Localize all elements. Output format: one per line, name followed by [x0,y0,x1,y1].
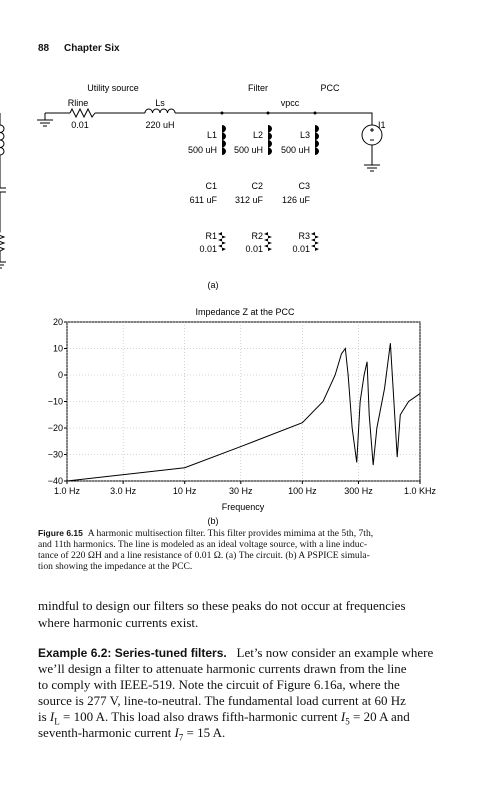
subscript: 5 [345,716,350,727]
component-label: R2 [251,231,263,241]
x-tick-label: 10 Hz [173,486,197,496]
figure-label: (a) [208,280,219,290]
component-label: 0.01 [292,244,310,254]
component-label: 312 uF [235,195,264,205]
y-tick-label: −40 [48,476,63,486]
body-line: we’ll design a filter to attenuate harmo… [38,661,407,676]
circuit: Utility source Filter PCC Rline 0.01 Ls … [0,83,386,290]
caption-line: Figure 6.15 A harmonic multisection filt… [38,528,458,539]
ground [37,113,53,127]
component-label: R3 [298,231,310,241]
symbol: I [174,725,179,740]
branch-1 [215,112,229,269]
body-text: = 15 A. [183,725,226,740]
body-line: is IL = 100 A. This load also draws fift… [38,709,410,727]
current-source [361,124,383,146]
node-dot [313,111,317,115]
section-label: PCC [320,83,340,93]
component-label: C1 [205,181,217,191]
caption-label: Figure 6.15 [38,528,83,538]
y-tick-label: −10 [48,397,63,407]
section-label: Utility source [87,83,139,93]
caption-text: A harmonic multisection filter. This fil… [87,528,374,539]
caption-line: tion showing the impedance at the PCC. [38,561,193,572]
impedance-line [66,343,421,482]
component-value: 0.01 [71,120,89,130]
component-label: L3 [300,130,310,140]
wires [37,107,383,172]
resistor [69,107,96,119]
component-label: L2 [253,130,263,140]
component-label: R1 [205,231,217,241]
y-tick-label: −20 [48,423,63,433]
branch [0,113,6,269]
x-tick-label: 300 Hz [344,486,373,496]
component-name: Ls [155,98,165,108]
figure-label: (b) [208,516,219,526]
chart: Impedance Z at the PCC Frequency (b) 20 1… [48,307,437,526]
x-tick-label: 30 Hz [229,486,253,496]
body-line: seventh-harmonic current I7 = 15 A. [38,725,225,743]
symbol: I [340,709,346,724]
branch-wire [0,113,6,269]
caption: Figure 6.15 A harmonic multisection filt… [38,528,458,572]
chapter-title: Chapter Six [64,43,120,54]
body-text: is [38,709,50,724]
node-dot [266,111,270,115]
x-tick-label: 1.0 KHz [404,486,437,496]
branch-3 [308,112,322,269]
component-label: 126 uF [282,195,311,205]
body-text: seventh-harmonic current [38,725,175,740]
x-tick-label: 3.0 Hz [110,486,137,496]
component-value: 220 uH [145,120,174,130]
x-tick-label: 1.0 Hz [54,486,81,496]
node-label: vpcc [281,98,300,108]
component-label: 500 uH [188,145,217,155]
body-line: to comply with IEEE-519. Note the circui… [38,677,400,692]
source-symbol [364,128,380,172]
component-label: C3 [298,181,310,191]
chart-title: Impedance Z at the PCC [195,307,295,317]
body-line: mindful to design our filters so these p… [38,598,406,613]
subscript: L [54,716,60,727]
example-heading: Example 6.2: Series-tuned filters. [38,646,227,660]
y-tick-label: 20 [53,317,63,327]
component-label: 0.01 [245,244,263,254]
component-name: I1 [378,120,386,130]
body-text: = 20 A and [349,709,410,724]
component-label: 500 uH [281,145,310,155]
x-tick-label: 100 Hz [288,486,317,496]
body-line: Example 6.2: Series-tuned filters. Let’s… [38,645,433,661]
subscript: 7 [178,732,184,743]
caption-line: and 11th harmonics. The line is modeled … [38,539,368,550]
component-name: Rline [68,98,89,108]
x-axis-label: Frequency [222,502,265,512]
section-label: Filter [248,83,268,93]
component-label: L1 [207,130,217,140]
page-number: 88 [38,43,50,54]
branch-labels: L1 500 uH C1 611 uF R1 0.01 L2 500 uH C2 312 uF R2… [188,130,311,254]
node-dot [220,111,224,115]
inductor [144,108,176,114]
component-label: C2 [251,181,263,191]
symbol: I [49,709,55,724]
caption-line: tance of 220 ΩH and a line resistance of… [38,550,370,561]
branch-2 [261,112,275,269]
component-label: 0.01 [199,244,217,254]
body-line: where harmonic currents exist. [38,615,199,630]
wire [45,112,373,165]
y-tick-label: 10 [53,344,63,354]
y-tick-label: 0 [58,370,63,380]
component-label: 500 uH [234,145,263,155]
y-tick-label: −30 [48,450,63,460]
body-text: = 100 A. This load also draws fifth-harm… [59,709,341,724]
component-label: 611 uF [190,195,218,205]
body-line: source is 277 V, line-to-neutral. The fu… [38,693,406,708]
body-text: Let’s now consider an example where [236,645,434,660]
